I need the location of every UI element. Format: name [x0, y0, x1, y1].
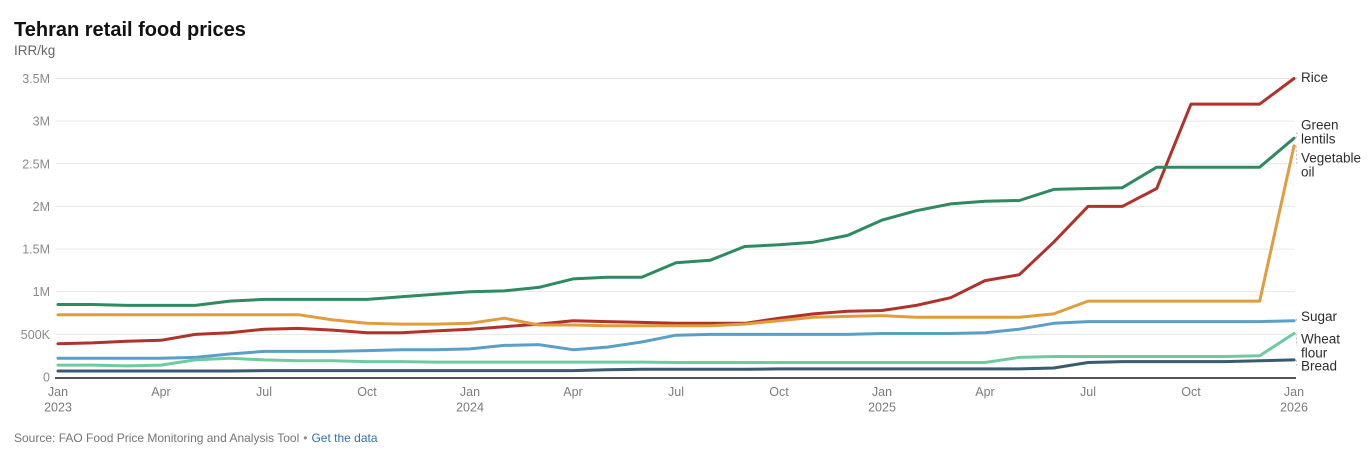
chart-footer: Source: FAO Food Price Monitoring and An… — [14, 431, 378, 445]
label-connector-sugar — [1295, 316, 1298, 321]
series-end-label-sugar: Sugar — [1301, 309, 1338, 324]
x-tick-label: Jul — [256, 385, 272, 399]
x-tick-year-label: 2023 — [44, 401, 72, 415]
y-tick-label: 0 — [43, 371, 50, 385]
series-end-label-vegetable-oil: Vegetable oil — [1301, 150, 1361, 179]
x-tick-label: Apr — [975, 385, 994, 399]
series-end-label-wheat-flour: Wheat flour — [1301, 332, 1340, 361]
y-tick-label: 1M — [33, 285, 50, 299]
get-data-link[interactable]: Get the data — [311, 431, 378, 445]
series-line-rice — [56, 77, 1296, 346]
x-tick-year-label: 2024 — [456, 401, 484, 415]
x-tick-label: Apr — [563, 385, 582, 399]
series-end-label-bread: Bread — [1301, 358, 1337, 373]
y-axis-unit-label: IRR/kg — [14, 43, 56, 58]
y-tick-label: 2M — [33, 200, 50, 214]
x-tick-label: Jan — [48, 385, 68, 399]
y-tick-label: 2.5M — [22, 157, 50, 171]
label-connector-bread — [1295, 359, 1298, 366]
y-tick-label: 1.5M — [22, 243, 50, 257]
label-connector-vegetable-oil — [1295, 145, 1298, 165]
x-tick-label: Jan — [460, 385, 480, 399]
footer-separator: • — [303, 431, 308, 445]
source-text: Source: FAO Food Price Monitoring and An… — [14, 431, 300, 445]
x-tick-label: Jan — [872, 385, 892, 399]
x-tick-year-label: 2025 — [868, 401, 896, 415]
series-line-wheat-flour — [56, 332, 1296, 368]
x-tick-label: Jul — [668, 385, 684, 399]
label-connector-green-lentils — [1295, 132, 1298, 139]
x-tick-year-label: 2026 — [1280, 401, 1308, 415]
x-tick-label: Jan — [1284, 385, 1304, 399]
series-end-label-green-lentils: Green lentils — [1301, 118, 1339, 147]
y-tick-label: 500K — [21, 328, 51, 342]
x-tick-label: Oct — [357, 385, 377, 399]
x-tick-label: Apr — [151, 385, 170, 399]
label-connector-wheat-flour — [1295, 333, 1298, 347]
series-line-sugar — [56, 319, 1296, 360]
x-tick-label: Oct — [1181, 385, 1201, 399]
series-line-vegetable-oil — [56, 144, 1296, 328]
series-end-label-rice: Rice — [1301, 70, 1328, 85]
x-tick-label: Jul — [1080, 385, 1096, 399]
series-line-bread — [56, 358, 1296, 373]
y-tick-label: 3M — [33, 115, 50, 129]
chart-title: Tehran retail food prices — [14, 19, 246, 42]
y-tick-label: 3.5M — [22, 72, 50, 86]
x-tick-label: Oct — [769, 385, 789, 399]
series-line-green-lentils — [56, 136, 1296, 307]
label-connector-rice — [1295, 77, 1298, 79]
